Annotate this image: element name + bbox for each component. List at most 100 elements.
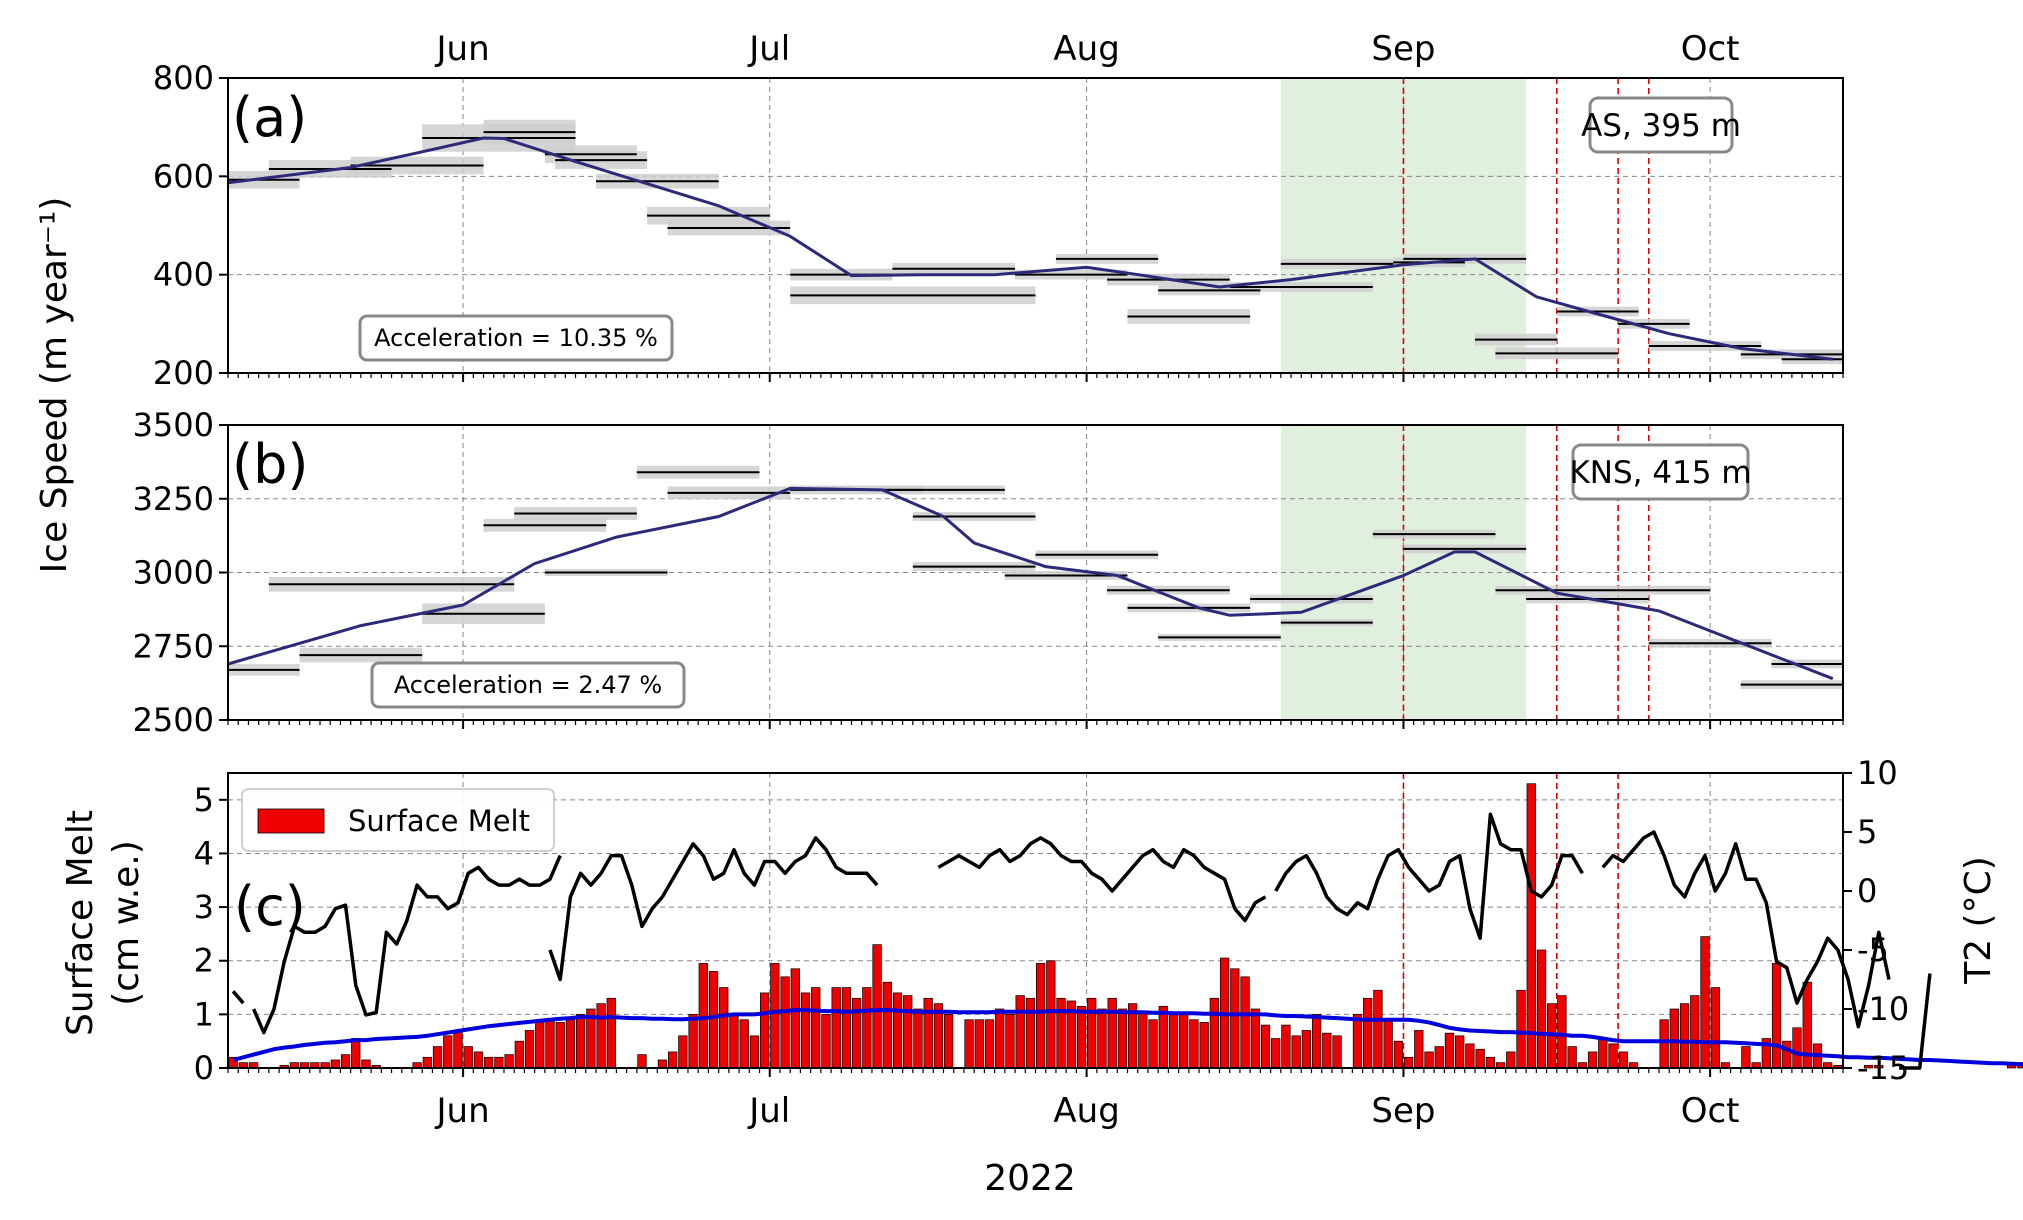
melt-bar-22: [453, 1030, 463, 1069]
melt-bar-121: [1465, 1043, 1475, 1069]
t2-line-segment-5: [1601, 830, 1891, 1029]
t2-line-segment-2: [548, 836, 879, 982]
melt-bar-106: [1311, 1014, 1322, 1069]
melt-bar-112: [1373, 989, 1383, 1069]
melt-bar-117: [1424, 1051, 1434, 1069]
melt-bar-80: [1046, 960, 1056, 1069]
melt-bar-77: [1015, 995, 1025, 1069]
melt-bar-66: [903, 995, 913, 1069]
melt-bar-143: [1690, 995, 1700, 1069]
melt-bar-108: [1332, 1035, 1342, 1069]
melt-bar-135: [1608, 1043, 1618, 1069]
t2-line-segment-6: [1899, 973, 1932, 1070]
y2-tick-label: 10: [1857, 754, 1898, 792]
melt-bar-86: [1107, 997, 1117, 1069]
melt-bar-72: [964, 1019, 974, 1069]
panel-b: 2500 2750 3000 3250 3500 (b) KNS, 415 m Acceler…: [133, 406, 1844, 739]
melt-bar-74: [984, 1019, 995, 1069]
melt-bar-73: [974, 1019, 984, 1069]
melt-bar-96: [1209, 997, 1220, 1069]
melt-bar-57: [811, 987, 821, 1069]
melt-bar-19: [422, 1056, 432, 1069]
melt-bar-33: [565, 1019, 576, 1069]
melt-bar-140: [1659, 1019, 1669, 1069]
melt-bar-46: [698, 963, 708, 1069]
melt-bar-59: [831, 987, 841, 1069]
melt-bar-87: [1117, 1008, 1128, 1069]
melt-bar-24: [473, 1051, 484, 1069]
melt-bar-85: [1097, 1008, 1107, 1069]
month-label-top-jul: Jul: [747, 29, 790, 69]
melt-bar-31: [545, 1019, 555, 1069]
t2-line-segment-4: [1274, 812, 1584, 940]
melt-bar-153: [1792, 1027, 1802, 1069]
melt-bar-136: [1618, 1051, 1628, 1069]
melt-bar-100: [1250, 1008, 1260, 1069]
melt-bar-61: [851, 997, 862, 1069]
melt-bar-119: [1444, 1032, 1455, 1069]
y-axis-label-melt-line2: (cm w.e.): [106, 840, 147, 1006]
melt-bar-63: [872, 944, 882, 1069]
y-tick-label: 4: [194, 834, 214, 872]
y-axis-label-melt-line1: Surface Melt: [60, 810, 101, 1036]
y-tick-label: 800: [153, 59, 214, 97]
melt-bar-103: [1281, 1024, 1291, 1069]
melt-bar-49: [729, 1014, 739, 1069]
month-label-top-jun: Jun: [435, 29, 490, 69]
month-label-top-sep: Sep: [1371, 29, 1435, 69]
acceleration-box: [358, 314, 674, 362]
melt-bar-60: [841, 987, 852, 1069]
legend-swatch-melt: [257, 808, 325, 834]
panel-label: (c): [234, 875, 306, 938]
y-tick-label: 3500: [133, 406, 214, 444]
melt-bar-30: [535, 1022, 545, 1069]
melt-bar-122: [1475, 1048, 1485, 1069]
month-label-top-oct: Oct: [1681, 29, 1740, 69]
panel-label: (b): [232, 433, 308, 496]
legend-box: [241, 788, 555, 852]
melt-cumulative-line: [232, 1008, 2023, 1067]
melt-bar-29: [524, 1030, 535, 1069]
y-tick-label: 0: [194, 1049, 214, 1087]
melt-bar-113: [1383, 1019, 1393, 1069]
melt-bar-36: [596, 1003, 606, 1069]
melt-bar-79: [1035, 963, 1046, 1069]
melt-bar-64: [882, 981, 892, 1069]
melt-bar-48: [719, 987, 729, 1069]
melt-bar-101: [1260, 1024, 1271, 1069]
melt-bar-78: [1025, 997, 1036, 1069]
station-label-box: [1571, 443, 1750, 501]
melt-bar-45: [688, 1014, 698, 1069]
melt-bar-70: [943, 1014, 954, 1069]
melt-bar-47: [708, 971, 719, 1069]
melt-bar-115: [1403, 1056, 1414, 1069]
melt-bar-123: [1485, 1056, 1496, 1069]
x-axis-label-year: 2022: [984, 1158, 1076, 1199]
melt-bar-11: [340, 1054, 351, 1069]
month-label-top-aug: Aug: [1053, 29, 1119, 69]
melt-bar-142: [1679, 1003, 1690, 1069]
melt-bar-55: [790, 968, 800, 1069]
melt-bar-110: [1352, 1014, 1363, 1069]
melt-bar-28: [514, 1040, 524, 1069]
melt-bar-128: [1536, 949, 1547, 1069]
melt-bar-83: [1076, 1005, 1087, 1069]
y-tick-label: 2500: [133, 701, 214, 739]
y-axis-label-ice-speed: Ice Speed (m year⁻¹): [34, 197, 75, 574]
y-tick-label: 2750: [133, 627, 214, 665]
model-speed-line: [227, 486, 1834, 681]
melt-bar-114: [1393, 1040, 1404, 1069]
melt-bar-21: [443, 1035, 453, 1069]
melt-bar-148: [1741, 1046, 1751, 1069]
melt-bar-92: [1168, 1014, 1179, 1069]
melt-bar-32: [555, 1022, 565, 1069]
y2-tick-label: 5: [1857, 813, 1877, 851]
month-label-bottom-aug: Aug: [1053, 1091, 1119, 1131]
y2-tick-label: -10: [1857, 990, 1909, 1028]
model-speed-line: [227, 136, 1833, 361]
melt-bar-118: [1434, 1046, 1444, 1069]
y2-tick-label: 0: [1857, 872, 1877, 910]
melt-bar-52: [759, 992, 770, 1069]
